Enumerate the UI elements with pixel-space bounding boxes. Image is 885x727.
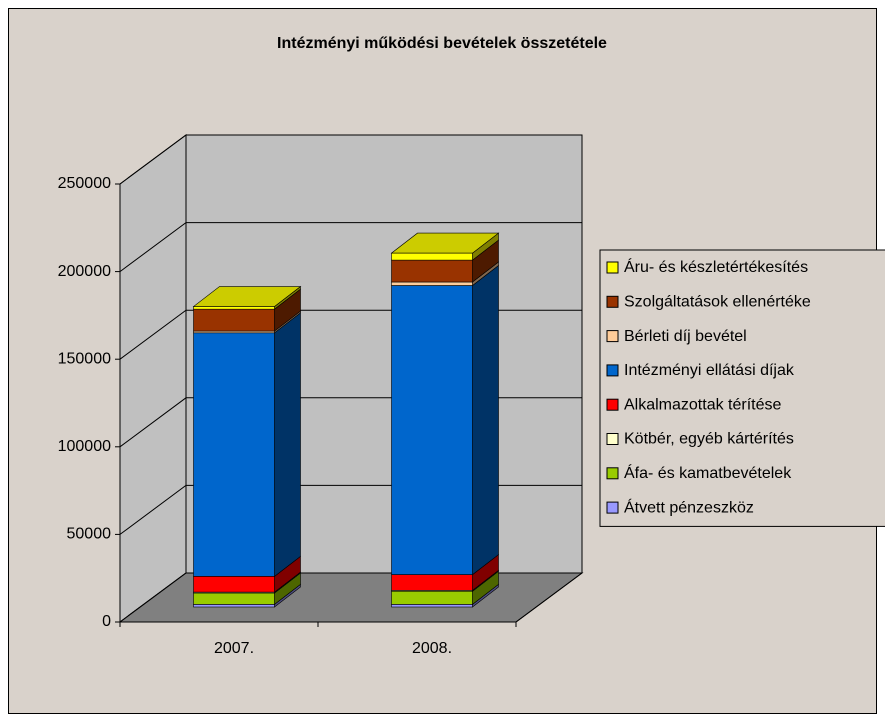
y-tick-label: 50000	[67, 526, 112, 543]
bar-top	[192, 286, 302, 307]
legend-label: Kötbér, egyéb kártérítés	[624, 431, 794, 448]
bar-segment	[391, 574, 473, 591]
grid-line	[119, 134, 582, 185]
x-tick-label: 2008.	[412, 640, 452, 657]
legend-label: Áru- és készletértékesítés	[624, 257, 808, 276]
legend-swatch	[606, 398, 619, 411]
bar-segment	[193, 576, 275, 593]
bar-segment	[391, 281, 473, 286]
legend-swatch	[606, 501, 619, 514]
y-tick-label: 0	[102, 613, 111, 630]
legend-swatch	[606, 330, 619, 343]
x-tick-label: 2007.	[214, 640, 254, 657]
bar-segment	[391, 590, 473, 605]
bar-segment	[391, 285, 473, 575]
bar-segment	[193, 604, 275, 608]
chart-title: Intézményi működési bevételek összetétel…	[277, 35, 607, 52]
floor	[118, 572, 584, 623]
bar-segment	[193, 332, 275, 577]
legend-label: Átvett pénzeszköz	[624, 497, 754, 516]
legend-swatch	[606, 364, 619, 377]
grid-line	[119, 222, 582, 273]
legend-label: Alkalmazottak térítése	[624, 396, 782, 413]
bar-segment	[193, 306, 275, 310]
legend-label: Szolgáltatások ellenértéke	[624, 294, 811, 311]
y-tick-label: 200000	[58, 263, 111, 280]
legend-swatch	[606, 295, 619, 308]
y-tick-label: 250000	[58, 175, 111, 192]
y-tick-label: 100000	[58, 438, 111, 455]
bar-segment	[391, 604, 473, 608]
bar-top	[390, 232, 500, 254]
legend-swatch	[606, 433, 619, 445]
bar-segment	[193, 592, 275, 605]
legend-swatch	[606, 261, 619, 274]
y-tick-label: 150000	[58, 350, 111, 367]
legend-label: Bérleti díj bevétel	[624, 328, 747, 345]
bar-segment	[391, 259, 473, 283]
legend-swatch	[606, 467, 619, 480]
legend-label: Áfa- és kamatbevételek	[624, 463, 792, 482]
left-wall	[119, 134, 187, 623]
bar-segment	[391, 252, 473, 261]
bar-side	[472, 264, 499, 576]
legend-label: Intézményi ellátási díjak	[624, 362, 795, 379]
floor-edge	[515, 572, 583, 623]
bar-side	[274, 312, 301, 577]
legend-box	[599, 249, 885, 527]
bar-segment	[193, 308, 275, 332]
